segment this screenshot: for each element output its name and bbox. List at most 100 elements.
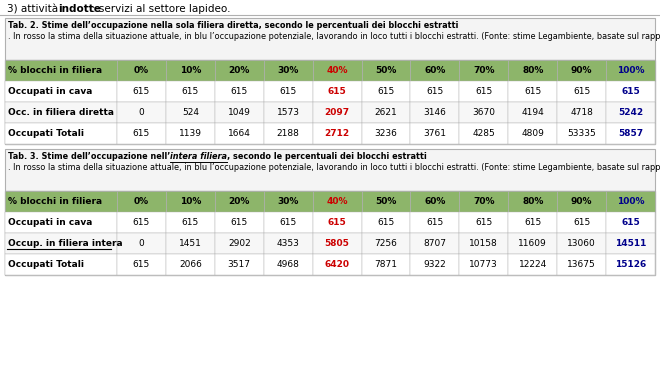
Text: indotte: indotte bbox=[58, 4, 101, 14]
Text: 10158: 10158 bbox=[469, 239, 498, 248]
Text: 70%: 70% bbox=[473, 66, 494, 75]
Text: 1664: 1664 bbox=[228, 129, 251, 138]
Bar bbox=[459, 212, 508, 233]
Text: Tab. 3. Stime dell’occupazione nell’: Tab. 3. Stime dell’occupazione nell’ bbox=[8, 152, 170, 161]
Text: 30%: 30% bbox=[277, 66, 299, 75]
Text: % blocchi in filiera: % blocchi in filiera bbox=[8, 197, 102, 206]
Bar bbox=[313, 212, 362, 233]
Bar bbox=[166, 60, 214, 81]
Text: 615: 615 bbox=[475, 218, 492, 227]
Text: 2902: 2902 bbox=[228, 239, 251, 248]
Bar bbox=[362, 102, 411, 123]
Text: 615: 615 bbox=[182, 87, 199, 96]
Text: 3517: 3517 bbox=[228, 260, 251, 269]
Text: 4968: 4968 bbox=[277, 260, 300, 269]
Text: 615: 615 bbox=[621, 87, 640, 96]
Text: 615: 615 bbox=[524, 87, 541, 96]
Bar bbox=[117, 233, 166, 254]
Text: 15126: 15126 bbox=[615, 260, 646, 269]
Bar bbox=[606, 254, 655, 275]
Bar bbox=[264, 60, 313, 81]
Text: 7256: 7256 bbox=[375, 239, 397, 248]
Text: 615: 615 bbox=[328, 87, 346, 96]
Text: 20%: 20% bbox=[228, 66, 250, 75]
Text: 1451: 1451 bbox=[179, 239, 202, 248]
Text: 8707: 8707 bbox=[424, 239, 446, 248]
Bar bbox=[166, 233, 214, 254]
Bar bbox=[214, 191, 264, 212]
Text: 14511: 14511 bbox=[615, 239, 646, 248]
Bar bbox=[508, 60, 557, 81]
Bar bbox=[264, 233, 313, 254]
Bar bbox=[606, 123, 655, 144]
Text: 60%: 60% bbox=[424, 66, 446, 75]
Text: 2066: 2066 bbox=[179, 260, 202, 269]
Text: 3146: 3146 bbox=[424, 108, 446, 117]
Text: 615: 615 bbox=[133, 260, 150, 269]
Bar bbox=[459, 60, 508, 81]
Text: 5242: 5242 bbox=[618, 108, 643, 117]
Bar bbox=[117, 102, 166, 123]
Bar bbox=[459, 254, 508, 275]
Text: 615: 615 bbox=[328, 218, 346, 227]
Text: Occupati in cava: Occupati in cava bbox=[8, 87, 92, 96]
Bar bbox=[411, 233, 459, 254]
Bar bbox=[313, 233, 362, 254]
Bar bbox=[411, 191, 459, 212]
Bar bbox=[214, 123, 264, 144]
Bar bbox=[5, 233, 117, 254]
Bar bbox=[5, 123, 655, 144]
Text: Occupati Totali: Occupati Totali bbox=[8, 129, 84, 138]
Text: 10%: 10% bbox=[180, 197, 201, 206]
Text: 615: 615 bbox=[378, 87, 395, 96]
Text: 4718: 4718 bbox=[570, 108, 593, 117]
Text: 30%: 30% bbox=[277, 197, 299, 206]
Bar bbox=[362, 254, 411, 275]
Bar bbox=[313, 191, 362, 212]
Text: 1573: 1573 bbox=[277, 108, 300, 117]
Text: 615: 615 bbox=[133, 87, 150, 96]
Text: 615: 615 bbox=[280, 87, 297, 96]
Bar bbox=[214, 81, 264, 102]
Bar bbox=[459, 123, 508, 144]
Text: 2097: 2097 bbox=[325, 108, 350, 117]
Text: 615: 615 bbox=[573, 218, 590, 227]
Text: . In rosso la stima della situazione attuale, in blu l’occupazione potenziale, l: . In rosso la stima della situazione att… bbox=[8, 32, 660, 41]
Text: 3761: 3761 bbox=[424, 129, 446, 138]
Bar bbox=[117, 254, 166, 275]
Text: 10773: 10773 bbox=[469, 260, 498, 269]
Text: 70%: 70% bbox=[473, 197, 494, 206]
Text: 1049: 1049 bbox=[228, 108, 251, 117]
Bar bbox=[5, 102, 117, 123]
Bar bbox=[5, 191, 655, 275]
Text: 615: 615 bbox=[230, 218, 248, 227]
Text: 615: 615 bbox=[524, 218, 541, 227]
Text: 80%: 80% bbox=[522, 197, 543, 206]
Text: 615: 615 bbox=[621, 218, 640, 227]
Text: 50%: 50% bbox=[376, 66, 397, 75]
Text: 0%: 0% bbox=[134, 197, 149, 206]
Bar bbox=[459, 102, 508, 123]
Text: Occ. in filiera diretta: Occ. in filiera diretta bbox=[8, 108, 114, 117]
Bar bbox=[557, 60, 606, 81]
Text: 11609: 11609 bbox=[518, 239, 547, 248]
Bar bbox=[214, 102, 264, 123]
Bar bbox=[557, 123, 606, 144]
Text: 2188: 2188 bbox=[277, 129, 300, 138]
Bar bbox=[264, 191, 313, 212]
Text: 3236: 3236 bbox=[375, 129, 397, 138]
Text: 615: 615 bbox=[426, 218, 444, 227]
Text: 615: 615 bbox=[573, 87, 590, 96]
Text: 4809: 4809 bbox=[521, 129, 544, 138]
Bar bbox=[5, 254, 655, 275]
Text: 5805: 5805 bbox=[325, 239, 350, 248]
Text: Occup. in filiera intera: Occup. in filiera intera bbox=[8, 239, 123, 248]
Bar bbox=[214, 212, 264, 233]
Bar bbox=[313, 123, 362, 144]
Bar bbox=[5, 233, 655, 254]
Bar bbox=[411, 102, 459, 123]
Text: 2712: 2712 bbox=[325, 129, 350, 138]
Bar bbox=[5, 212, 117, 233]
Bar bbox=[411, 123, 459, 144]
Bar bbox=[117, 123, 166, 144]
